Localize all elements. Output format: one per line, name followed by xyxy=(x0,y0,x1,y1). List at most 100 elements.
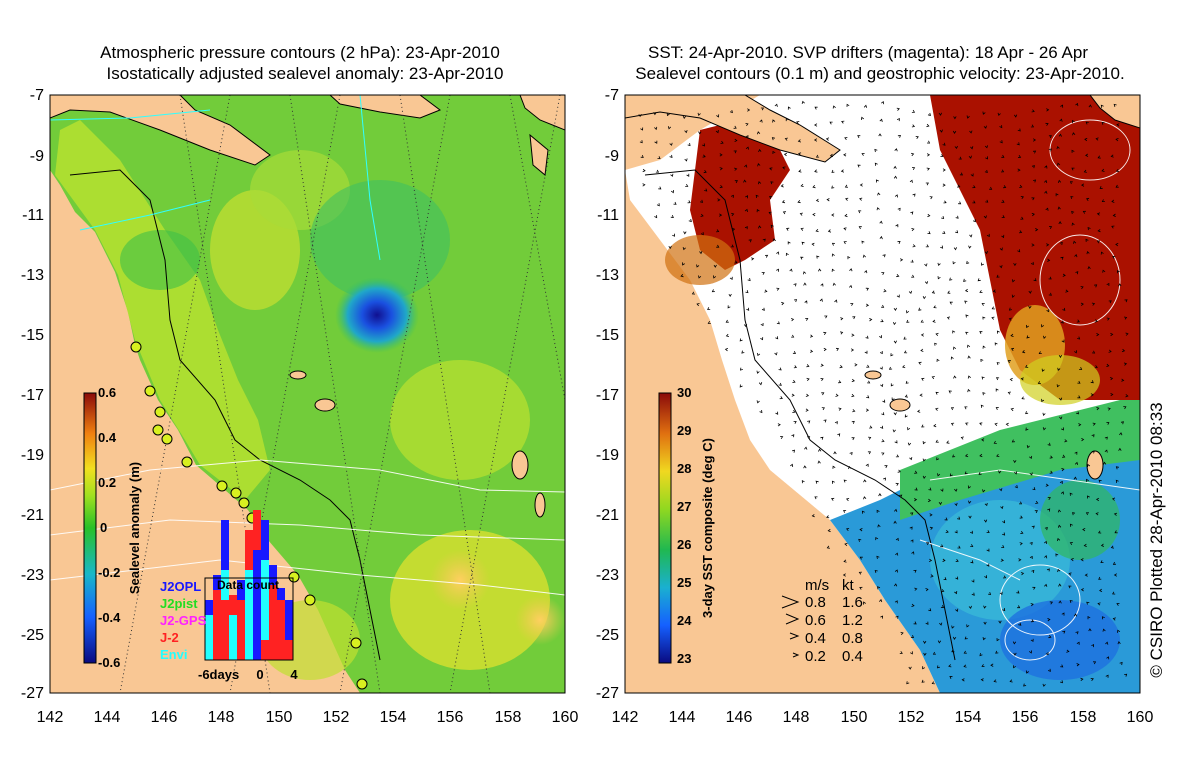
velocity-arrow xyxy=(1117,641,1121,645)
velocity-arrow xyxy=(1064,439,1068,443)
velocity-arrow xyxy=(865,463,869,467)
velocity-arrow xyxy=(979,422,983,426)
velocity-arrow xyxy=(1090,678,1094,682)
velocity-arrow xyxy=(863,104,868,108)
velocity-arrow xyxy=(831,169,835,173)
velocity-arrow xyxy=(1075,271,1079,275)
legend-j-2: J-2 xyxy=(160,630,179,645)
velocity-arrow xyxy=(819,298,823,302)
velocity-arrow xyxy=(861,153,865,156)
velocity-arrow xyxy=(1112,561,1117,565)
velocity-arrow xyxy=(776,287,780,291)
velocity-arrow xyxy=(910,651,913,655)
right-lon-tick: 158 xyxy=(1070,709,1097,726)
velocity-arrow xyxy=(1108,300,1112,304)
velocity-arrow xyxy=(1121,378,1125,382)
left-cyan-contour-3 xyxy=(359,95,381,261)
velocity-arrow xyxy=(965,422,969,426)
velocity-arrow xyxy=(1058,600,1062,604)
velocity-arrow xyxy=(1085,153,1089,157)
velocity-arrow xyxy=(716,229,720,233)
velocity-arrow xyxy=(896,274,900,278)
velocity-arrow xyxy=(970,146,974,150)
velocity-arrow xyxy=(834,299,838,303)
velocity-arrow xyxy=(1075,631,1079,635)
velocity-arrow xyxy=(979,331,983,334)
right-velocity-arrows xyxy=(638,100,1129,687)
velocity-arrow xyxy=(922,458,926,462)
velocity-arrow xyxy=(999,591,1003,596)
velocity-arrow xyxy=(703,169,707,174)
velocity-arrow xyxy=(922,475,926,479)
velocity-arrow xyxy=(756,370,760,374)
velocity-arrow xyxy=(948,390,952,394)
velocity-arrow xyxy=(1058,397,1063,401)
velocity-arrow xyxy=(893,340,897,344)
left-island-east xyxy=(529,133,549,176)
velocity-arrow xyxy=(865,408,870,412)
velocity-arrow xyxy=(1112,617,1116,621)
velocity-arrow xyxy=(996,330,1000,334)
velocity-arrow xyxy=(800,256,804,260)
velocity-arrow xyxy=(691,291,696,295)
velocity-arrow xyxy=(760,107,765,111)
velocity-arrow xyxy=(654,140,658,144)
velocity-arrow xyxy=(1120,421,1124,425)
velocity-arrow xyxy=(964,636,968,640)
velocity-arrow xyxy=(658,186,662,190)
velocity-arrow xyxy=(861,510,865,514)
velocity-arrow xyxy=(687,143,691,147)
velocity-arrow xyxy=(1059,480,1063,485)
velocity-arrow xyxy=(1057,537,1061,542)
velocity-arrow xyxy=(791,334,795,338)
velocity-arrow xyxy=(851,393,855,398)
velocity-arrow xyxy=(1090,380,1094,384)
velocity-arrow xyxy=(1028,290,1032,294)
velocity-arrow xyxy=(954,502,958,507)
velocity-arrow xyxy=(964,453,969,458)
velocity-arrow xyxy=(1062,630,1066,634)
velocity-arrow xyxy=(1047,508,1051,512)
velocity-arrow xyxy=(725,333,730,337)
right-lat-tick: -13 xyxy=(596,267,619,284)
left-warm-spot xyxy=(430,550,490,610)
velocity-arrow xyxy=(1002,520,1005,524)
velocity-arrow xyxy=(923,640,927,644)
velocity-arrow xyxy=(1096,212,1101,216)
left-map-area xyxy=(50,95,565,693)
velocity-arrow xyxy=(1087,495,1090,499)
velocity-arrow xyxy=(698,131,702,135)
velocity-arrow xyxy=(1017,128,1021,132)
right-lon-tick: 146 xyxy=(726,709,753,726)
velocity-arrow xyxy=(1086,601,1090,605)
velocity-arrow xyxy=(984,575,987,579)
velocity-arrow xyxy=(1101,616,1105,620)
velocity-arrow xyxy=(1098,576,1102,580)
velocity-arrow xyxy=(758,225,762,229)
velocity-arrow xyxy=(911,124,916,128)
velocity-arrow xyxy=(955,230,959,234)
velocity-arrow xyxy=(1084,137,1088,142)
velocity-arrow xyxy=(782,166,786,170)
velocity-arrow xyxy=(639,140,643,144)
velocity-arrow xyxy=(945,530,949,534)
velocity-arrow xyxy=(758,382,763,386)
velocity-arrow xyxy=(1041,324,1045,328)
velocity-arrow xyxy=(1047,497,1052,501)
velocity-arrow xyxy=(882,399,886,403)
velocity-arrow xyxy=(913,569,917,573)
velocity-arrow xyxy=(758,181,762,185)
velocity-arrow xyxy=(1048,135,1052,139)
velocity-arrow xyxy=(1044,165,1048,169)
velocity-arrow xyxy=(906,681,910,685)
velocity-arrow xyxy=(717,198,721,202)
velocity-arrow xyxy=(793,365,798,369)
velocity-arrow xyxy=(952,130,957,134)
velocity-arrow xyxy=(1031,569,1035,573)
velocity-arrow xyxy=(965,331,969,335)
velocity-arrow xyxy=(700,213,704,217)
velocity-arrow xyxy=(907,427,911,431)
velocity-arrow xyxy=(911,109,916,113)
velocity-arrow xyxy=(764,254,769,258)
left-png-land xyxy=(50,95,271,166)
